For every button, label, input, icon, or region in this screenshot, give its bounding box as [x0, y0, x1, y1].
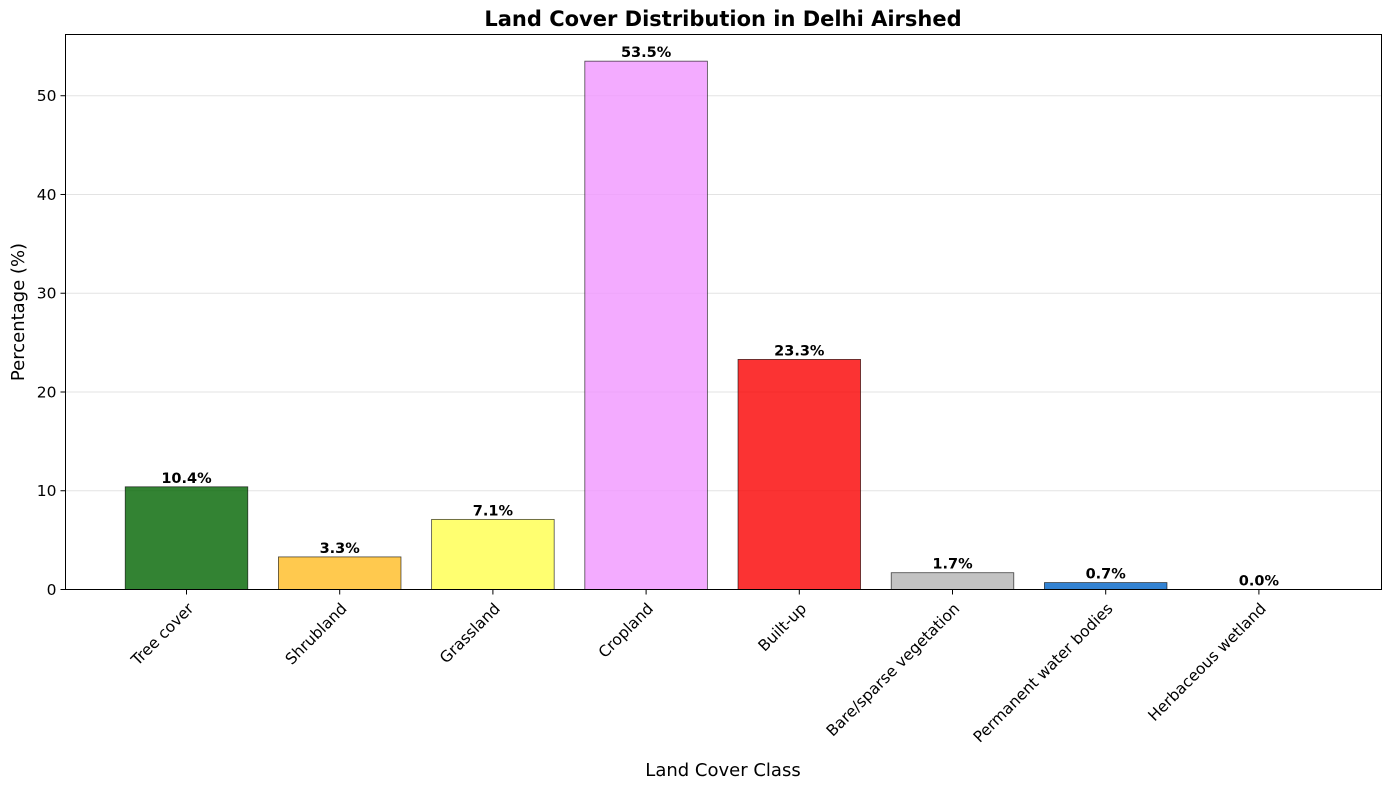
bar-value-label: 3.3%	[320, 541, 361, 557]
bar-3	[584, 60, 708, 590]
y-tick-label: 30	[37, 285, 57, 303]
bar-value-label: 23.3%	[774, 343, 825, 359]
plot-frame	[65, 34, 1382, 590]
x-tick-label: Bare/sparse vegetation	[823, 600, 963, 740]
bar-1	[278, 556, 402, 590]
bars	[124, 60, 1168, 590]
bar-value-label: 1.7%	[932, 557, 973, 573]
bar-2	[431, 518, 555, 590]
x-tick-label: Grassland	[436, 600, 504, 668]
chart-title: Land Cover Distribution in Delhi Airshed	[484, 7, 961, 31]
bar-value-labels: 10.4% 3.3% 7.1% 53.5% 23.3% 1.7% 0.7% 0.0%	[161, 45, 1279, 589]
bar-0	[124, 486, 249, 590]
x-tick-label: Herbaceous wetland	[1145, 600, 1270, 725]
x-axis-ticks: Tree cover Shrubland Grassland Cropland Buil…	[127, 589, 1270, 747]
y-tick-label: 0	[47, 581, 57, 599]
gridlines	[65, 95, 1382, 492]
bar-value-label: 53.5%	[621, 45, 672, 61]
x-tick-label: Built-up	[755, 600, 810, 655]
x-tick-label: Permanent water bodies	[970, 600, 1117, 747]
y-tick-label: 10	[37, 482, 57, 500]
x-axis-label: Land Cover Class	[645, 760, 800, 781]
y-tick-label: 50	[37, 87, 57, 105]
y-tick-label: 40	[37, 186, 57, 204]
bar-6	[1044, 582, 1168, 590]
x-tick-label: Cropland	[595, 600, 657, 662]
bar-value-label: 0.7%	[1086, 567, 1127, 583]
x-tick-label: Shrubland	[282, 600, 351, 669]
y-tick-label: 20	[37, 383, 57, 401]
y-axis-label: Percentage (%)	[8, 243, 29, 381]
bar-value-label: 10.4%	[161, 471, 212, 487]
bar-value-label: 7.1%	[473, 503, 514, 519]
bar-value-label: 0.0%	[1239, 574, 1280, 590]
bar-5	[890, 572, 1015, 590]
x-tick-label: Tree cover	[127, 599, 198, 670]
bar-4	[737, 359, 861, 590]
y-axis-ticks: 0 10 20 30 40 50	[37, 87, 66, 599]
